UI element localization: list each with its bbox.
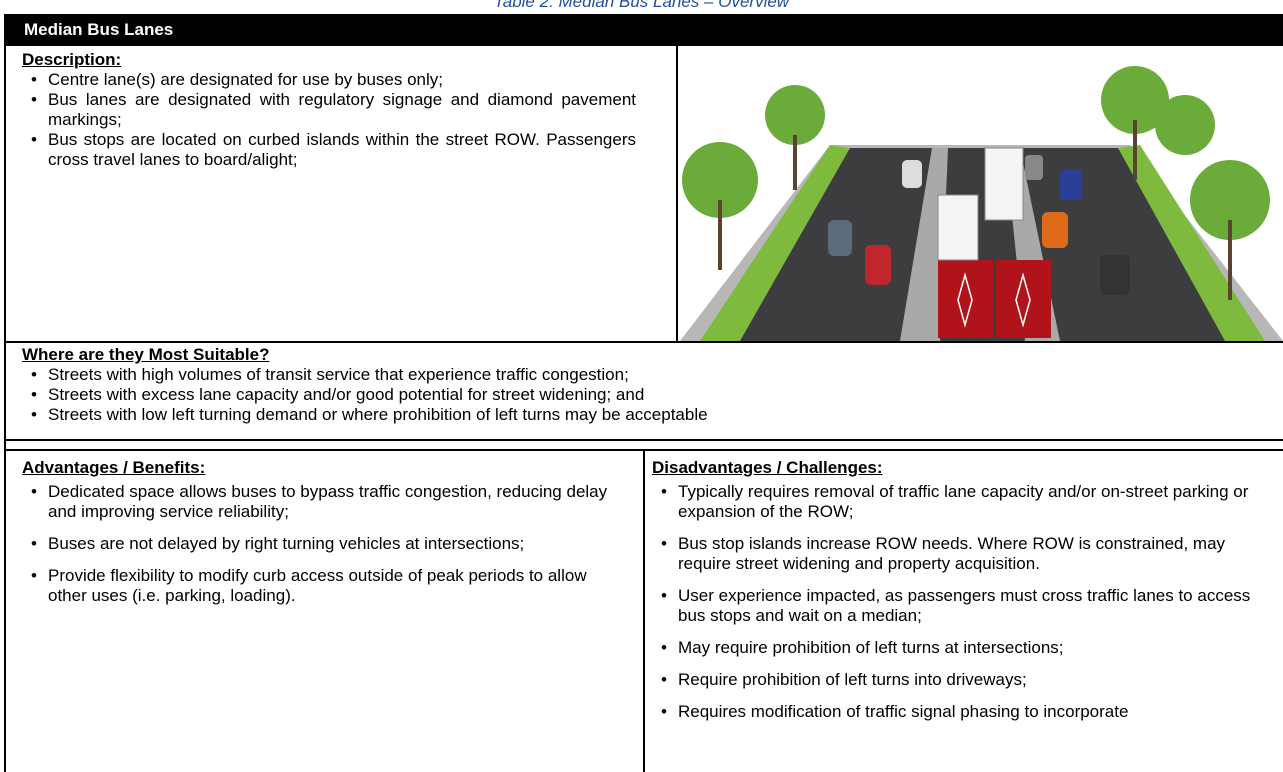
list-item: Bus stops are located on curbed islands …: [26, 130, 636, 170]
description-heading: Description:: [22, 50, 122, 69]
table-header: Median Bus Lanes: [4, 14, 1283, 46]
border: [4, 341, 1283, 343]
list-item: Requires modification of traffic signal …: [656, 702, 1256, 722]
list-item: Buses are not delayed by right turning v…: [26, 534, 626, 554]
advantages-heading: Advantages / Benefits:: [22, 458, 206, 477]
illustration: [680, 50, 1283, 341]
border: [4, 46, 6, 772]
suitability-list: Streets with high volumes of transit ser…: [26, 365, 1226, 425]
list-item: Typically requires removal of traffic la…: [656, 482, 1256, 522]
list-item: User experience impacted, as passengers …: [656, 586, 1256, 626]
disadvantages-heading: Disadvantages / Challenges:: [652, 458, 883, 477]
list-item: May require prohibition of left turns at…: [656, 638, 1256, 658]
list-item: Streets with high volumes of transit ser…: [26, 365, 1226, 385]
header-title: Median Bus Lanes: [24, 20, 174, 39]
border: [676, 46, 678, 342]
list-item: Centre lane(s) are designated for use by…: [26, 70, 636, 90]
suitability-heading: Where are they Most Suitable?: [22, 345, 270, 364]
description-list: Centre lane(s) are designated for use by…: [26, 70, 636, 170]
list-item: Streets with low left turning demand or …: [26, 405, 1226, 425]
list-item: Provide flexibility to modify curb acces…: [26, 566, 626, 606]
list-item: Bus stop islands increase ROW needs. Whe…: [656, 534, 1256, 574]
border: [4, 439, 1283, 441]
caption: Table 2: Median Bus Lanes – Overview: [493, 0, 790, 11]
list-item: Bus lanes are designated with regulatory…: [26, 90, 636, 130]
disadvantages-list: Typically requires removal of traffic la…: [656, 482, 1256, 734]
advantages-list: Dedicated space allows buses to bypass t…: [26, 482, 626, 618]
border: [643, 450, 645, 772]
list-item: Streets with excess lane capacity and/or…: [26, 385, 1226, 405]
list-item: Dedicated space allows buses to bypass t…: [26, 482, 626, 522]
list-item: Require prohibition of left turns into d…: [656, 670, 1256, 690]
